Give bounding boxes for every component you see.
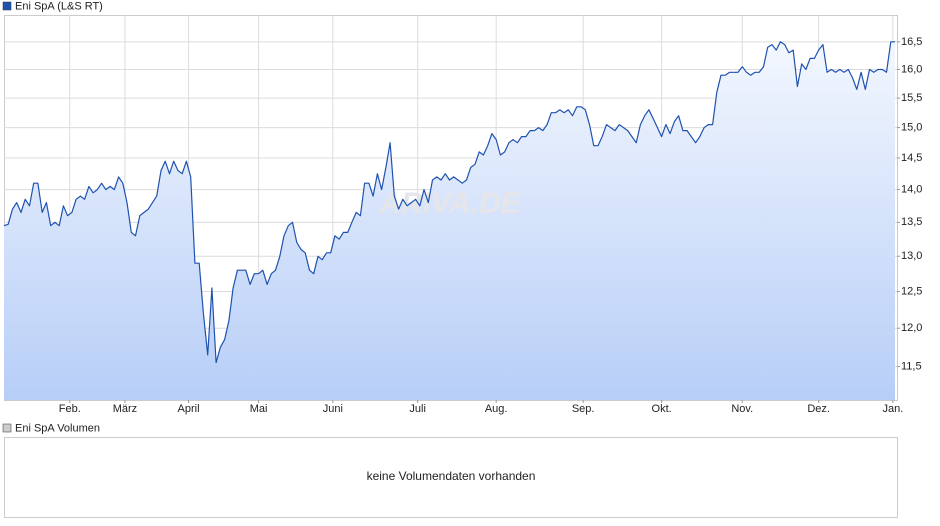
price-line xyxy=(3,41,895,364)
y-tick-label: 13,0 xyxy=(901,250,922,262)
y-tick-label: 12,5 xyxy=(901,285,922,297)
y-tick-label: 16,0 xyxy=(901,63,922,75)
x-tick-label: Juni xyxy=(323,403,343,415)
x-tick-label: Sep. xyxy=(572,403,595,415)
plot-frame xyxy=(4,15,898,401)
x-tick-label: Okt. xyxy=(652,403,672,415)
y-tick-label: 14,5 xyxy=(901,152,922,164)
legend-label: Eni SpA Volumen xyxy=(15,422,100,434)
y-tick-label: 16,5 xyxy=(901,36,922,48)
y-tick-label: 11,5 xyxy=(901,360,922,372)
legend-swatch xyxy=(2,423,12,433)
volume-message: keine Volumendaten vorhanden xyxy=(367,469,536,483)
y-tick-label: 14,0 xyxy=(901,184,922,196)
x-tick-label: Jan. xyxy=(882,403,903,415)
watermark: ARIVA.DE xyxy=(378,187,521,220)
y-tick-label: 15,5 xyxy=(901,92,922,104)
y-tick-label: 12,0 xyxy=(901,322,922,334)
legend-swatch xyxy=(2,1,12,11)
x-tick-label: Dez. xyxy=(807,403,830,415)
x-tick-label: Juli xyxy=(409,403,426,415)
volume-frame xyxy=(4,437,898,518)
price-area xyxy=(4,41,895,401)
x-tick-label: April xyxy=(178,403,200,415)
x-tick-label: Aug. xyxy=(485,403,508,415)
x-tick-label: Feb. xyxy=(59,403,81,415)
x-tick-label: März xyxy=(113,403,137,415)
x-tick-label: Nov. xyxy=(731,403,753,415)
y-tick-label: 13,5 xyxy=(901,216,922,228)
x-tick-label: Mai xyxy=(250,403,268,415)
legend-label: Eni SpA (L&S RT) xyxy=(15,0,103,12)
y-tick-label: 15,0 xyxy=(901,121,922,133)
